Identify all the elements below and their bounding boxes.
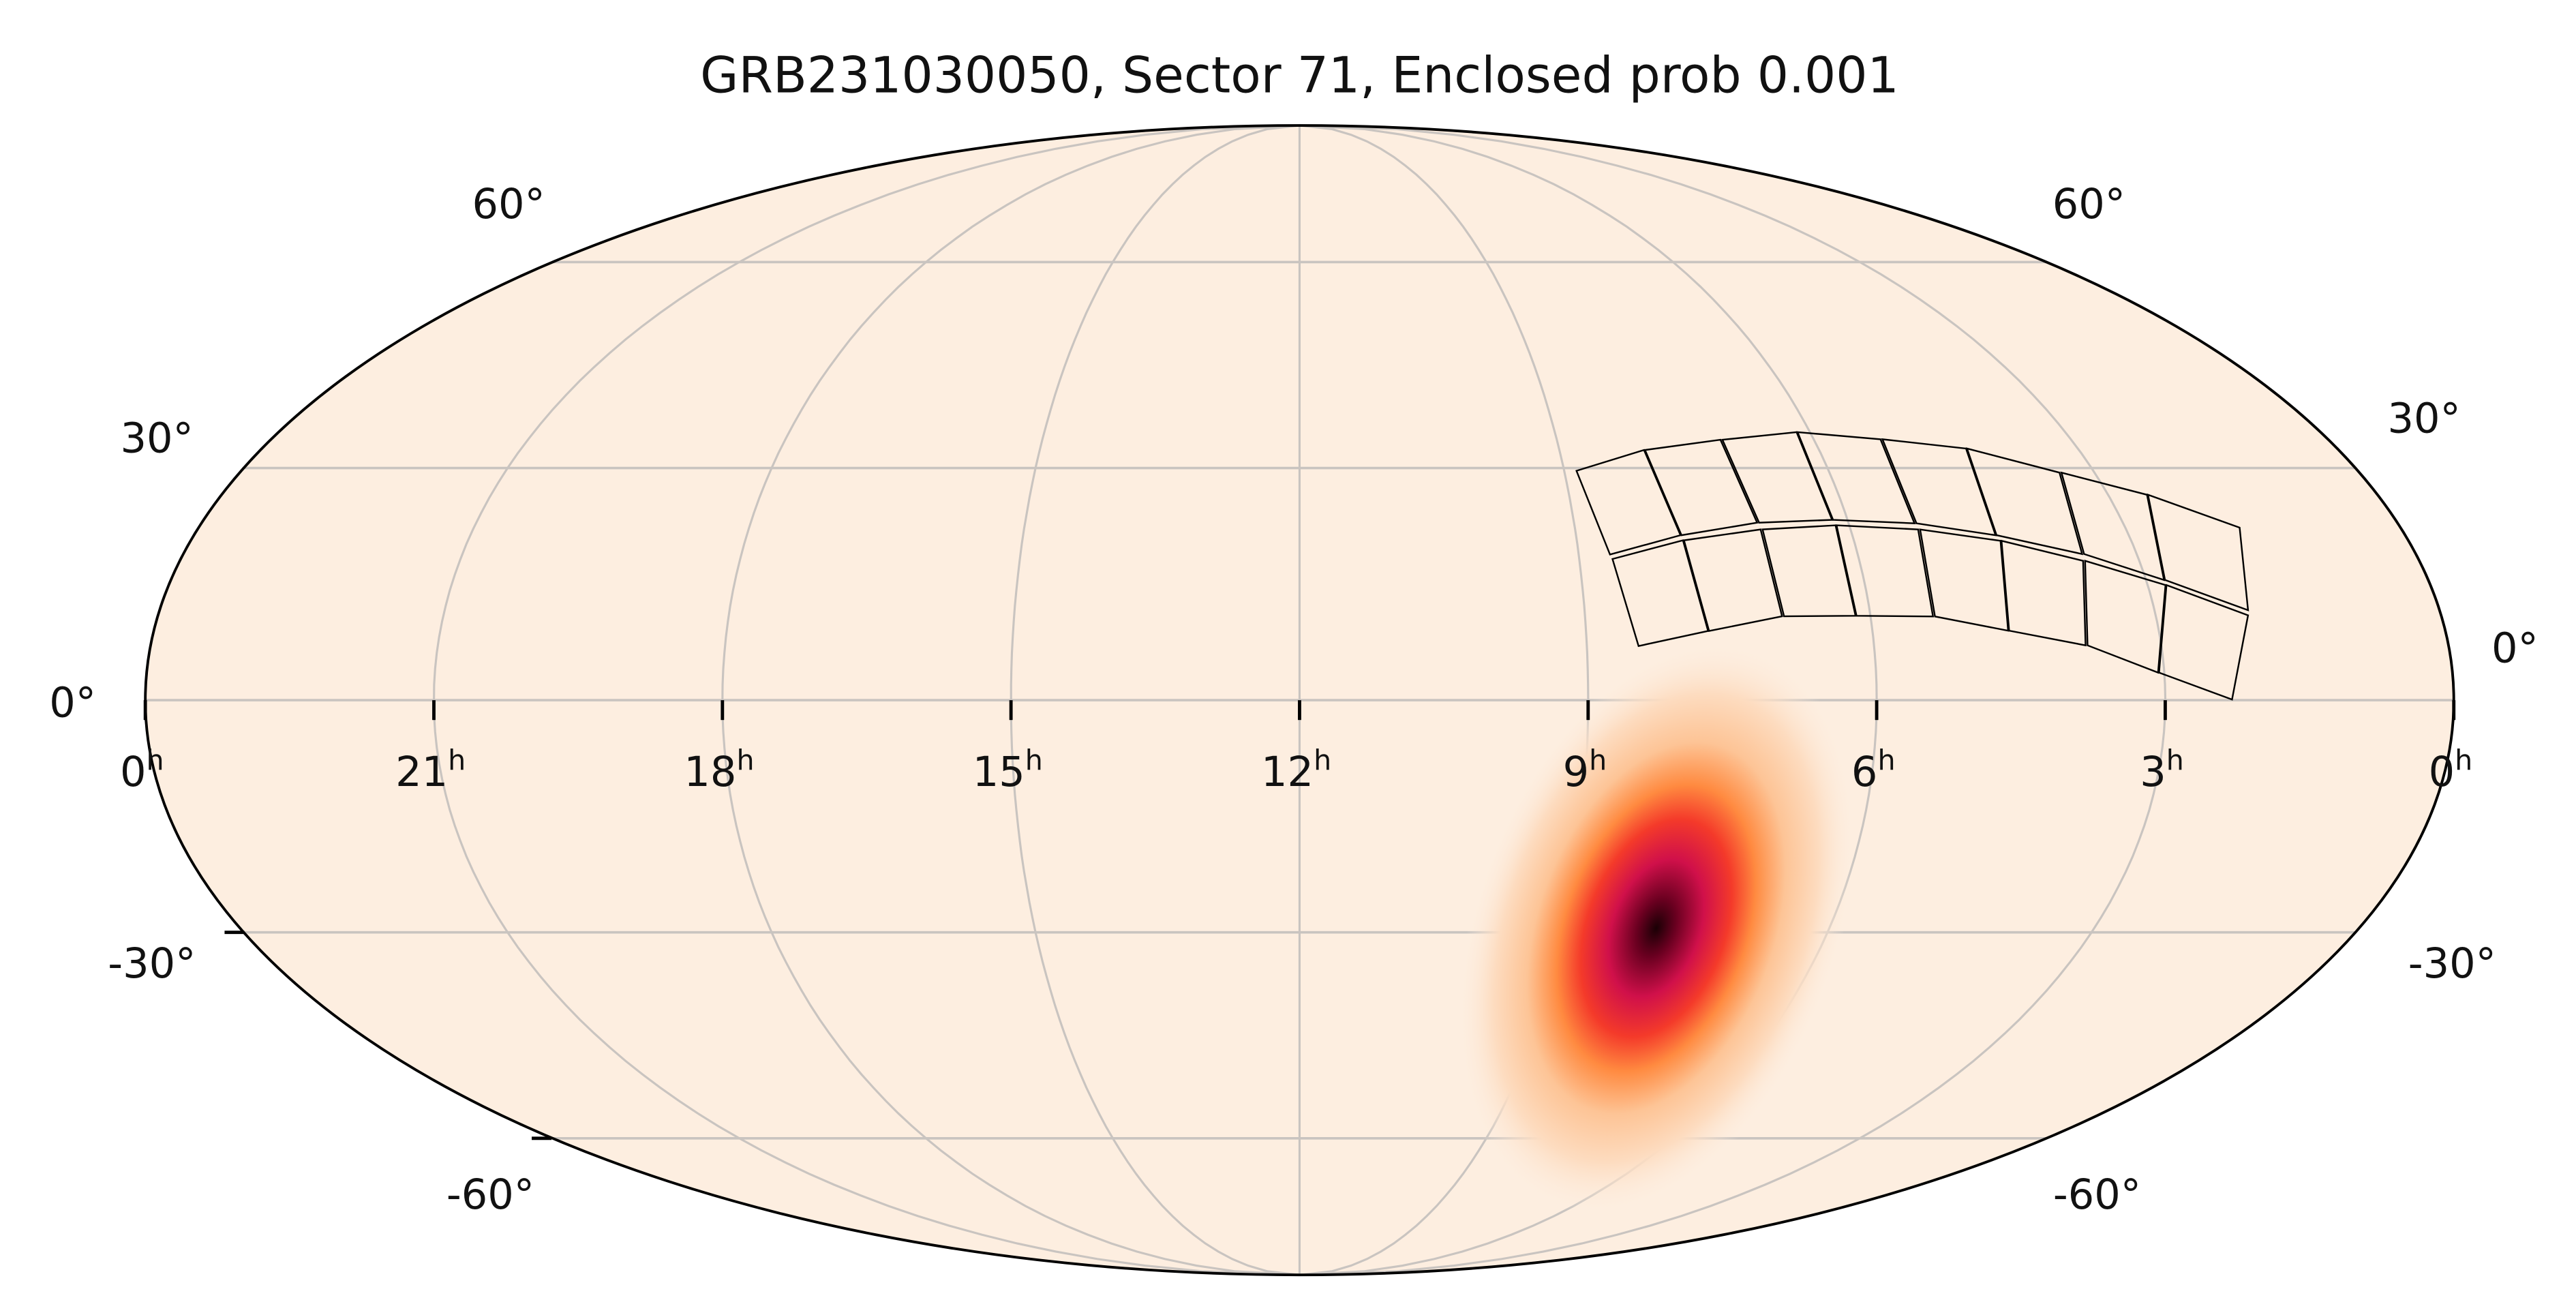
- dec-tick-label-left: 0°: [49, 679, 96, 727]
- ra-tick-hour-sup: h: [1877, 744, 1895, 776]
- ccd-footprint: [2060, 471, 2166, 581]
- tick-marks: [143, 700, 2456, 1140]
- ra-tick-label: 3h: [2140, 744, 2184, 796]
- ra-tick-label: 21h: [395, 744, 466, 796]
- ra-tick-label: 15h: [973, 744, 1043, 796]
- dec-tick-label-right: -60°: [2053, 1171, 2141, 1219]
- ra-tick-hour-sup: h: [1314, 744, 1331, 776]
- ccd-footprint: [2084, 560, 2167, 674]
- ra-tick-value: 21: [395, 749, 448, 796]
- ccd-footprint: [2000, 539, 2087, 647]
- ccd-footprint: [1919, 528, 2010, 632]
- dec-tick-label-right: 0°: [2491, 624, 2539, 672]
- ra-tick-value: 0: [120, 749, 147, 796]
- dec-tick-label-left: 30°: [120, 415, 193, 463]
- ccd-footprint: [1721, 431, 1834, 524]
- chart-title: GRB231030050, Sector 71, Enclosed prob 0…: [700, 48, 1899, 105]
- ra-tick-label: 6h: [1851, 744, 1896, 796]
- ra-tick-label: 0h: [2429, 744, 2473, 796]
- ccd-footprint: [2158, 584, 2249, 701]
- ccd-footprint: [1965, 447, 2084, 556]
- ra-tick-value: 0: [2429, 749, 2455, 796]
- ra-tick-label: 12h: [1261, 744, 1331, 796]
- probability-heatmap: [1457, 641, 1855, 1215]
- ra-tick-hour-sup: h: [736, 744, 754, 776]
- dec-tick-label-right: 30°: [2387, 395, 2460, 443]
- ra-tick-value: 9: [1563, 749, 1590, 796]
- ra-tick-value: 6: [1851, 749, 1878, 796]
- ccd-footprint: [1611, 539, 1710, 648]
- ccd-footprint: [1761, 524, 1857, 618]
- dec-tick-label-right: -30°: [2408, 940, 2496, 988]
- dec-tick-label-right: 60°: [2052, 181, 2125, 228]
- ra-tick-hour-sup: h: [2455, 744, 2472, 776]
- ra-tick-hour-sup: h: [448, 744, 466, 776]
- ra-tick-hour-sup: h: [2166, 744, 2184, 776]
- tess-sector-footprint: [1575, 431, 2249, 701]
- dec-tick-label-left: -60°: [446, 1171, 534, 1219]
- ra-tick-label: 18h: [684, 744, 754, 796]
- ccd-footprint: [1881, 438, 1997, 536]
- ccd-footprint: [1575, 449, 1682, 556]
- ra-tick-hour-sup: h: [147, 744, 164, 776]
- ra-tick-value: 12: [1261, 749, 1314, 796]
- ra-tick-label: 0h: [120, 744, 164, 796]
- ra-tick-hour-sup: h: [1025, 744, 1043, 776]
- ra-tick-hour-sup: h: [1589, 744, 1607, 776]
- ccd-footprint: [1682, 528, 1783, 633]
- ccd-footprint: [1796, 431, 1916, 524]
- ccd-footprint: [1643, 438, 1759, 536]
- ra-tick-value: 3: [2140, 749, 2166, 796]
- dec-tick-label-left: -30°: [108, 940, 196, 988]
- ra-tick-value: 18: [684, 749, 736, 796]
- ccd-footprint: [1835, 524, 1935, 618]
- dec-tick-label-left: 60°: [472, 181, 545, 228]
- ra-tick-label: 9h: [1563, 744, 1607, 796]
- ra-tick-value: 15: [973, 749, 1025, 796]
- ccd-footprint: [2147, 493, 2249, 611]
